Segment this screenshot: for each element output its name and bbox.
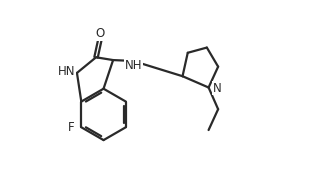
Text: F: F — [68, 121, 74, 134]
Text: O: O — [96, 27, 105, 40]
Text: HN: HN — [58, 65, 75, 78]
Text: N: N — [213, 82, 222, 95]
Text: NH: NH — [125, 59, 142, 72]
